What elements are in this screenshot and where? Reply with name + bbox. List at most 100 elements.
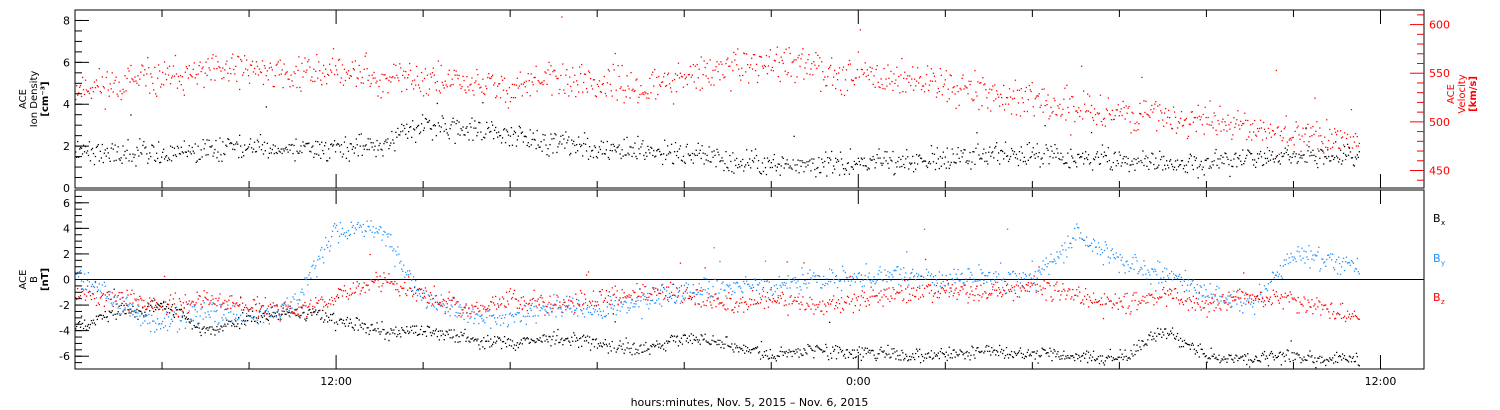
data-point: [212, 54, 214, 56]
data-point: [237, 319, 239, 321]
data-point: [388, 339, 390, 342]
data-point: [130, 308, 132, 310]
data-point: [226, 319, 228, 321]
data-point: [476, 135, 478, 137]
data-point: [880, 78, 882, 80]
data-point: [1023, 110, 1025, 113]
data-point: [679, 145, 682, 147]
data-point: [729, 154, 731, 157]
data-point: [643, 93, 645, 96]
data-point: [940, 282, 942, 284]
data-point: [1229, 128, 1231, 130]
data-point: [181, 151, 183, 153]
data-point: [1083, 90, 1085, 92]
data-point: [95, 297, 98, 299]
data-point: [163, 326, 165, 329]
data-point: [405, 332, 407, 334]
data-point: [793, 59, 795, 61]
data-point: [223, 314, 225, 316]
data-point: [1341, 353, 1344, 355]
data-point: [893, 174, 895, 176]
data-point: [599, 310, 602, 313]
data-point: [818, 65, 820, 67]
data-point: [158, 64, 160, 66]
data-point: [462, 335, 464, 337]
data-point: [929, 163, 932, 165]
data-point: [547, 69, 549, 71]
data-point: [172, 314, 175, 316]
data-point: [194, 326, 196, 329]
data-point: [874, 86, 876, 88]
data-point: [160, 328, 162, 330]
data-point: [901, 57, 903, 60]
data-point: [922, 85, 925, 87]
data-point: [850, 79, 853, 81]
data-point: [669, 87, 672, 89]
data-point: [1157, 166, 1159, 168]
data-point: [242, 320, 244, 322]
data-point: [903, 267, 905, 269]
data-point: [972, 281, 974, 283]
data-point: [844, 79, 847, 81]
data-point: [356, 144, 358, 146]
data-point: [536, 90, 538, 92]
data-point: [1198, 166, 1200, 168]
data-point: [106, 295, 108, 298]
data-point: [440, 294, 442, 296]
data-point: [541, 81, 543, 83]
data-point: [187, 318, 189, 320]
data-point: [1346, 143, 1349, 145]
data-point: [1202, 113, 1204, 116]
data-point: [1304, 133, 1306, 135]
data-point: [272, 85, 274, 88]
data-point: [1049, 261, 1051, 263]
data-point: [634, 353, 636, 355]
data-point: [562, 344, 564, 346]
data-point: [403, 125, 405, 127]
data-point: [387, 92, 389, 94]
data-point: [414, 79, 416, 81]
data-point: [370, 142, 372, 144]
data-point: [257, 141, 260, 143]
data-point: [1014, 352, 1017, 355]
data-point: [941, 94, 943, 96]
data-point: [516, 77, 518, 79]
data-point: [80, 147, 83, 149]
data-point: [216, 325, 218, 328]
data-point: [913, 171, 915, 173]
data-point: [706, 62, 708, 65]
data-point: [906, 251, 908, 253]
series-by: [75, 220, 1360, 333]
data-point: [1072, 355, 1074, 357]
data-point: [138, 305, 140, 307]
data-point: [470, 126, 472, 128]
data-point: [1040, 104, 1042, 106]
data-point: [241, 156, 243, 158]
data-point: [277, 147, 279, 150]
data-point: [1183, 119, 1186, 121]
data-point: [1204, 159, 1206, 161]
data-point: [323, 64, 325, 67]
data-point: [678, 148, 681, 150]
data-point: [410, 273, 412, 275]
data-point: [1080, 110, 1082, 112]
data-point: [771, 166, 773, 169]
data-point: [780, 165, 782, 167]
data-point: [1266, 357, 1269, 359]
data-point: [852, 277, 854, 279]
data-point: [340, 77, 343, 79]
data-point: [832, 272, 834, 274]
data-point: [1166, 122, 1168, 124]
data-point: [968, 352, 970, 354]
data-point: [132, 314, 134, 316]
data-point: [368, 226, 370, 228]
data-point: [348, 234, 350, 237]
data-point: [690, 297, 692, 299]
data-point: [502, 340, 505, 343]
data-point: [399, 333, 401, 335]
data-point: [1244, 112, 1246, 114]
data-point: [1047, 94, 1049, 96]
data-point: [497, 136, 499, 138]
data-point: [563, 138, 565, 140]
data-point: [845, 349, 848, 351]
